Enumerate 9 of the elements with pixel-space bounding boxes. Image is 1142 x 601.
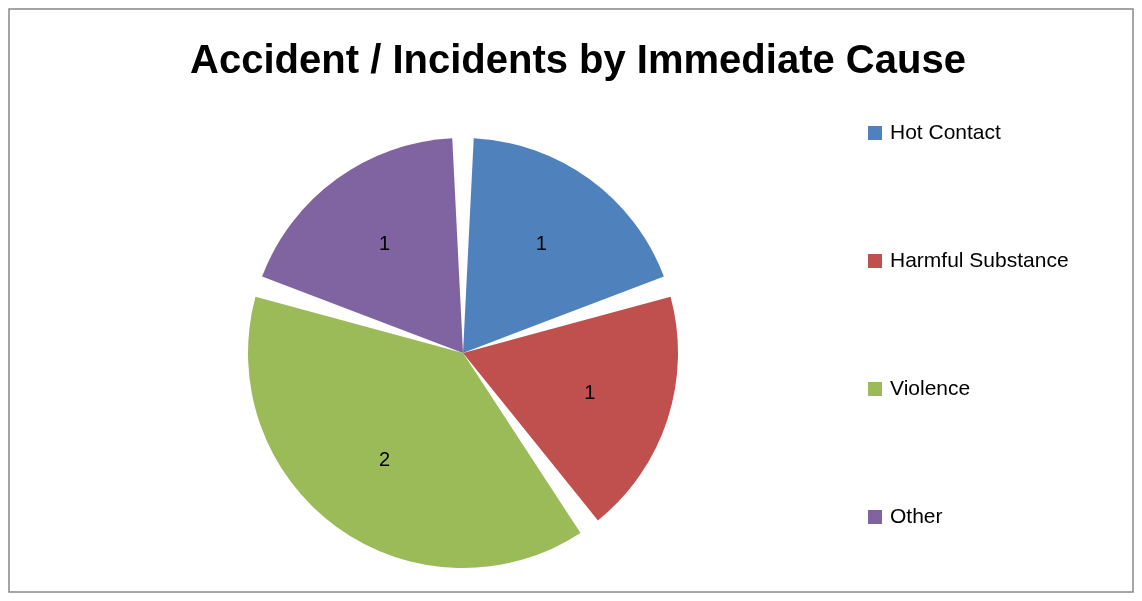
chart-title: Accident / Incidents by Immediate Cause xyxy=(190,37,966,81)
data-label: 1 xyxy=(584,381,596,404)
legend-label: Hot Contact xyxy=(890,119,1002,143)
legend-label: Other xyxy=(890,503,943,527)
legend-label: Violence xyxy=(890,375,971,399)
data-label: 1 xyxy=(379,232,391,255)
legend-label: Harmful Substance xyxy=(890,247,1069,271)
data-label: 2 xyxy=(379,448,391,471)
data-label: 1 xyxy=(535,232,547,255)
